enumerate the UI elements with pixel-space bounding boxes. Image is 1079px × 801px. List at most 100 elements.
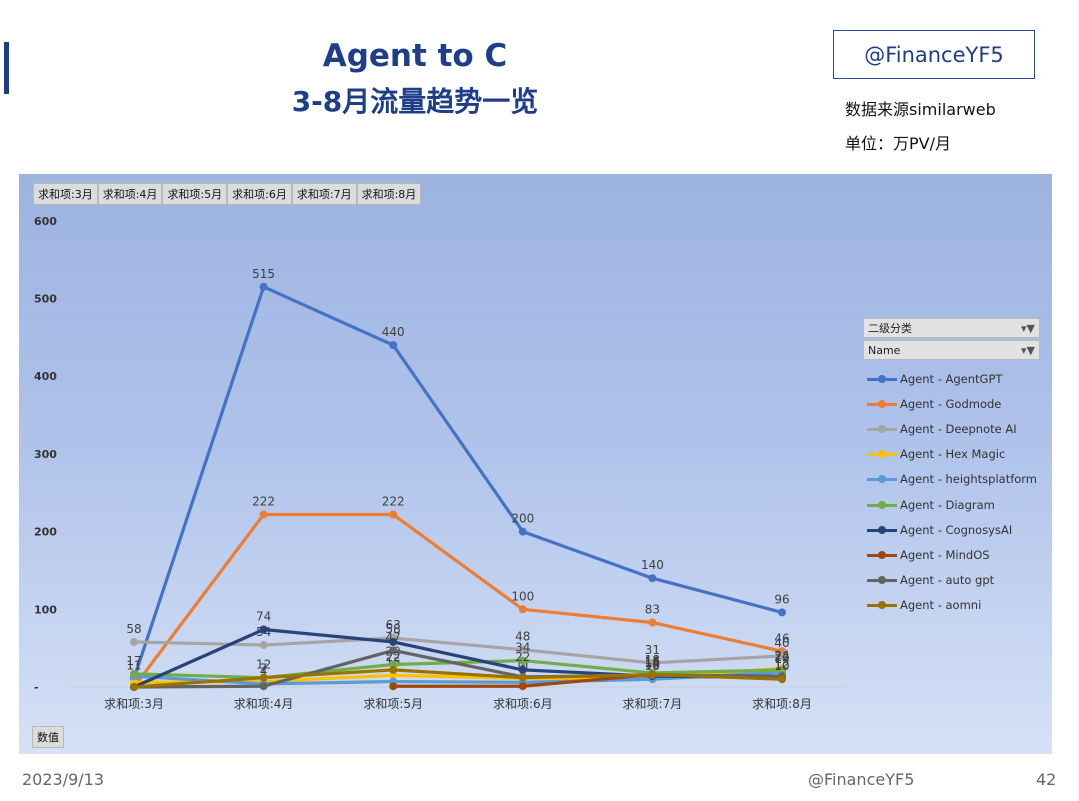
legend-label: Agent - MindOS xyxy=(900,547,990,562)
data-point xyxy=(778,665,786,674)
data-label: 10 xyxy=(645,659,660,673)
chart-area: 求和项:3月 求和项:4月 求和项:5月 求和项:6月 求和项:7月 求和项:8… xyxy=(19,174,1052,754)
legend-item[interactable]: Agent - aomni xyxy=(863,593,1040,618)
data-point xyxy=(518,645,527,654)
data-label: 24 xyxy=(774,648,789,662)
data-label: 12 xyxy=(256,658,271,672)
data-point xyxy=(259,682,268,691)
data-point xyxy=(389,646,398,655)
data-label: 58 xyxy=(386,622,401,636)
data-label: 48 xyxy=(515,630,530,644)
field-tab-jun[interactable]: 求和项:6月 xyxy=(227,183,292,205)
data-point xyxy=(130,637,138,646)
legend-swatch-dot xyxy=(878,550,886,559)
legend-header-category: 二级分类 xyxy=(868,322,912,335)
legend-item[interactable]: Agent - Godmode xyxy=(863,391,1040,416)
legend-item[interactable]: Agent - heightsplatform xyxy=(863,467,1040,492)
data-point xyxy=(648,574,657,583)
slide-title: Agent to C xyxy=(322,38,508,74)
data-point xyxy=(518,656,527,665)
data-label: 440 xyxy=(382,325,405,339)
data-point xyxy=(130,683,138,691)
legend-swatch xyxy=(867,399,897,409)
line-chart: - 100 200 300 400 500 600 求和项:3月 求和项:4月 求和项:5月 求和项… xyxy=(34,215,847,711)
data-label: 83 xyxy=(645,603,660,617)
legend-item[interactable]: Agent - Deepnote AI xyxy=(863,416,1040,441)
legend-swatch xyxy=(867,600,897,610)
legend-swatch-dot xyxy=(878,399,886,408)
field-tab-apr[interactable]: 求和项:4月 xyxy=(97,183,163,205)
y-tick-label: 600 xyxy=(34,215,57,228)
data-label: 16 xyxy=(645,655,660,669)
legend-item[interactable]: Agent - AgentGPT xyxy=(863,366,1040,391)
legend-swatch-dot xyxy=(878,450,886,459)
data-label: 12 xyxy=(645,658,660,672)
legend-label: Agent - heightsplatform xyxy=(900,472,1038,487)
data-point xyxy=(518,605,527,614)
y-tick-label: 200 xyxy=(34,526,57,539)
legend-swatch xyxy=(867,374,897,384)
legend-item[interactable]: Agent - CognosysAI xyxy=(863,517,1040,542)
data-label: 15 xyxy=(645,655,660,669)
data-label: 47 xyxy=(386,630,401,644)
data-point xyxy=(518,673,527,682)
legend-swatch-dot xyxy=(878,424,886,433)
accent-bar xyxy=(4,42,9,94)
legend-label: Agent - CognosysAI xyxy=(900,522,1013,537)
field-tab-jul[interactable]: 求和项:7月 xyxy=(291,183,357,205)
series-line xyxy=(132,285,783,679)
data-point xyxy=(389,510,398,519)
data-point xyxy=(648,618,657,627)
data-point xyxy=(389,637,398,646)
data-label: 7 xyxy=(260,662,268,676)
footer-brand: @FinanceYF5 xyxy=(808,770,915,789)
legend-swatch xyxy=(867,550,897,560)
footer-date: 2023/9/13 xyxy=(22,770,105,789)
data-label: 515 xyxy=(252,267,275,281)
legend-filter-category[interactable]: 二级分类 ▾▼ xyxy=(863,318,1040,338)
x-tick-label: 求和项:7月 xyxy=(623,697,683,711)
value-field-button[interactable]: 数值 xyxy=(32,726,64,748)
data-point xyxy=(518,665,527,674)
y-tick-label: 300 xyxy=(34,448,57,461)
y-tick-label: 500 xyxy=(34,293,57,306)
data-point xyxy=(389,665,398,674)
data-label: 31 xyxy=(645,643,660,657)
data-label: 18 xyxy=(645,653,660,667)
field-tab-may[interactable]: 求和项:5月 xyxy=(162,183,228,205)
legend-label: Agent - Diagram xyxy=(900,497,995,512)
legend-item[interactable]: Agent - auto gpt xyxy=(863,568,1040,593)
data-point xyxy=(389,682,398,691)
legend-item[interactable]: Agent - Diagram xyxy=(863,492,1040,517)
data-point xyxy=(778,675,786,684)
legend-swatch xyxy=(867,474,897,484)
filter-icon[interactable]: ▾▼ xyxy=(1021,321,1035,335)
data-label: 222 xyxy=(382,495,405,509)
legend-swatch-dot xyxy=(878,601,886,610)
legend-filter-name[interactable]: Name ▾▼ xyxy=(863,340,1040,360)
data-label: 63 xyxy=(386,618,401,632)
legend-header-name: Name xyxy=(868,343,901,357)
filter-icon[interactable]: ▾▼ xyxy=(1021,343,1035,357)
x-tick-label: 求和项:8月 xyxy=(752,697,812,711)
legend-item[interactable]: Agent - MindOS xyxy=(863,542,1040,567)
data-label: 96 xyxy=(774,592,789,606)
data-label: 22 xyxy=(774,650,789,664)
data-point xyxy=(778,651,786,660)
field-tab-mar[interactable]: 求和项:3月 xyxy=(33,183,98,205)
legend-swatch-dot xyxy=(878,500,886,509)
data-label: 200 xyxy=(511,512,534,526)
legend-item[interactable]: Agent - Hex Magic xyxy=(863,442,1040,467)
series-line xyxy=(133,636,783,665)
legend-swatch-dot xyxy=(878,475,886,484)
data-point xyxy=(518,527,527,536)
series-line xyxy=(133,670,783,686)
field-tab-aug[interactable]: 求和项:8月 xyxy=(356,183,422,205)
data-label: 17 xyxy=(126,654,141,668)
data-point xyxy=(648,670,657,679)
data-point xyxy=(130,669,138,678)
data-point xyxy=(518,682,527,691)
legend-swatch xyxy=(867,575,897,585)
legend-items: Agent - AgentGPT Agent - Godmode Agent - D… xyxy=(863,366,1040,618)
y-tick-label: 400 xyxy=(34,370,57,383)
